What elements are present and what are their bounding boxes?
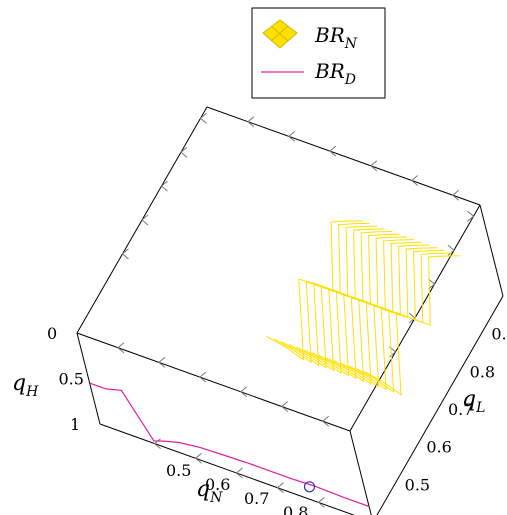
box-edge-5	[376, 295, 504, 515]
br-n-surface	[266, 220, 460, 396]
tick-22	[153, 438, 161, 449]
tick-26	[317, 497, 325, 508]
tick-15	[329, 145, 337, 157]
z-axis-label: qH	[12, 371, 39, 400]
box-edge-8	[479, 204, 504, 297]
series-line-0	[89, 382, 370, 508]
tick-12	[158, 357, 166, 368]
y-axis-label: qL	[462, 387, 485, 416]
y-tick-label-0: 0.5	[405, 475, 430, 494]
y-tick-label-4: 0.9	[491, 325, 507, 344]
x-tick-label-2: 0.7	[244, 489, 269, 508]
x-axis-label: qN	[196, 477, 223, 506]
surface-strand-8	[326, 241, 423, 383]
br-d-series	[89, 382, 370, 508]
surface-strand-13	[363, 255, 460, 396]
series-marker	[303, 481, 316, 493]
tick-4	[160, 180, 168, 192]
z-tick-label-0: 0	[47, 324, 57, 343]
legend-box	[251, 7, 386, 99]
x-tick-label-0: 0.5	[166, 461, 191, 480]
tick-10	[117, 342, 125, 354]
tick-marks	[117, 112, 475, 508]
surface-strand-0	[266, 220, 363, 361]
legend-swatch-br-n	[262, 19, 298, 49]
y-tick-label-2: 0.7	[448, 400, 473, 419]
tick-7	[447, 244, 455, 256]
box-edge-7	[349, 430, 372, 515]
tick-labels: 0.50.60.70.80.90.50.60.70.80.900.51	[47, 324, 507, 515]
tick-2	[141, 214, 149, 226]
surface-strand-5	[303, 233, 400, 375]
tick-23	[194, 452, 202, 464]
legend: BRN BRD	[251, 7, 386, 99]
surface-strand-2	[281, 225, 378, 367]
surface-strand-6	[311, 236, 408, 377]
tick-25	[276, 482, 284, 494]
box-edge-4	[99, 423, 355, 515]
tick-16	[240, 386, 248, 398]
surface-strand-3	[288, 228, 385, 369]
box-edge-6	[76, 332, 101, 425]
tick-19	[410, 175, 419, 186]
x-tick-label-1: 0.6	[205, 475, 230, 494]
tick-13	[288, 131, 296, 142]
surface-strand-7	[318, 239, 415, 380]
tick-24	[235, 467, 243, 479]
tick-0	[121, 248, 129, 260]
tick-18	[280, 401, 289, 412]
tick-17	[370, 160, 378, 172]
surface-strand-11	[348, 249, 445, 391]
z-tick-label-1: 0.5	[59, 370, 84, 389]
tick-14	[199, 371, 207, 383]
y-tick-label-3: 0.8	[470, 362, 495, 381]
legend-label-br-n: BRN	[314, 23, 358, 52]
x-tick-label-3: 0.8	[283, 503, 308, 515]
surface-strand-9	[333, 244, 430, 385]
surface-strand-12	[356, 252, 453, 394]
tick-6	[180, 146, 188, 158]
box-edge-3	[206, 106, 481, 206]
tick-11	[247, 116, 255, 128]
surface-strand-1	[273, 222, 370, 364]
tick-9	[467, 210, 475, 222]
tick-8	[199, 112, 207, 124]
tick-5	[428, 278, 436, 290]
tick-1	[389, 346, 397, 358]
surface-strand-10	[341, 247, 438, 388]
surface-strand-4	[296, 231, 393, 372]
legend-label-br-d: BRD	[314, 59, 356, 88]
tick-21	[451, 189, 460, 201]
tick-20	[321, 415, 330, 427]
y-tick-label-1: 0.6	[426, 438, 451, 457]
z-tick-label-2: 1	[70, 415, 80, 434]
box-edge-0	[76, 332, 351, 432]
